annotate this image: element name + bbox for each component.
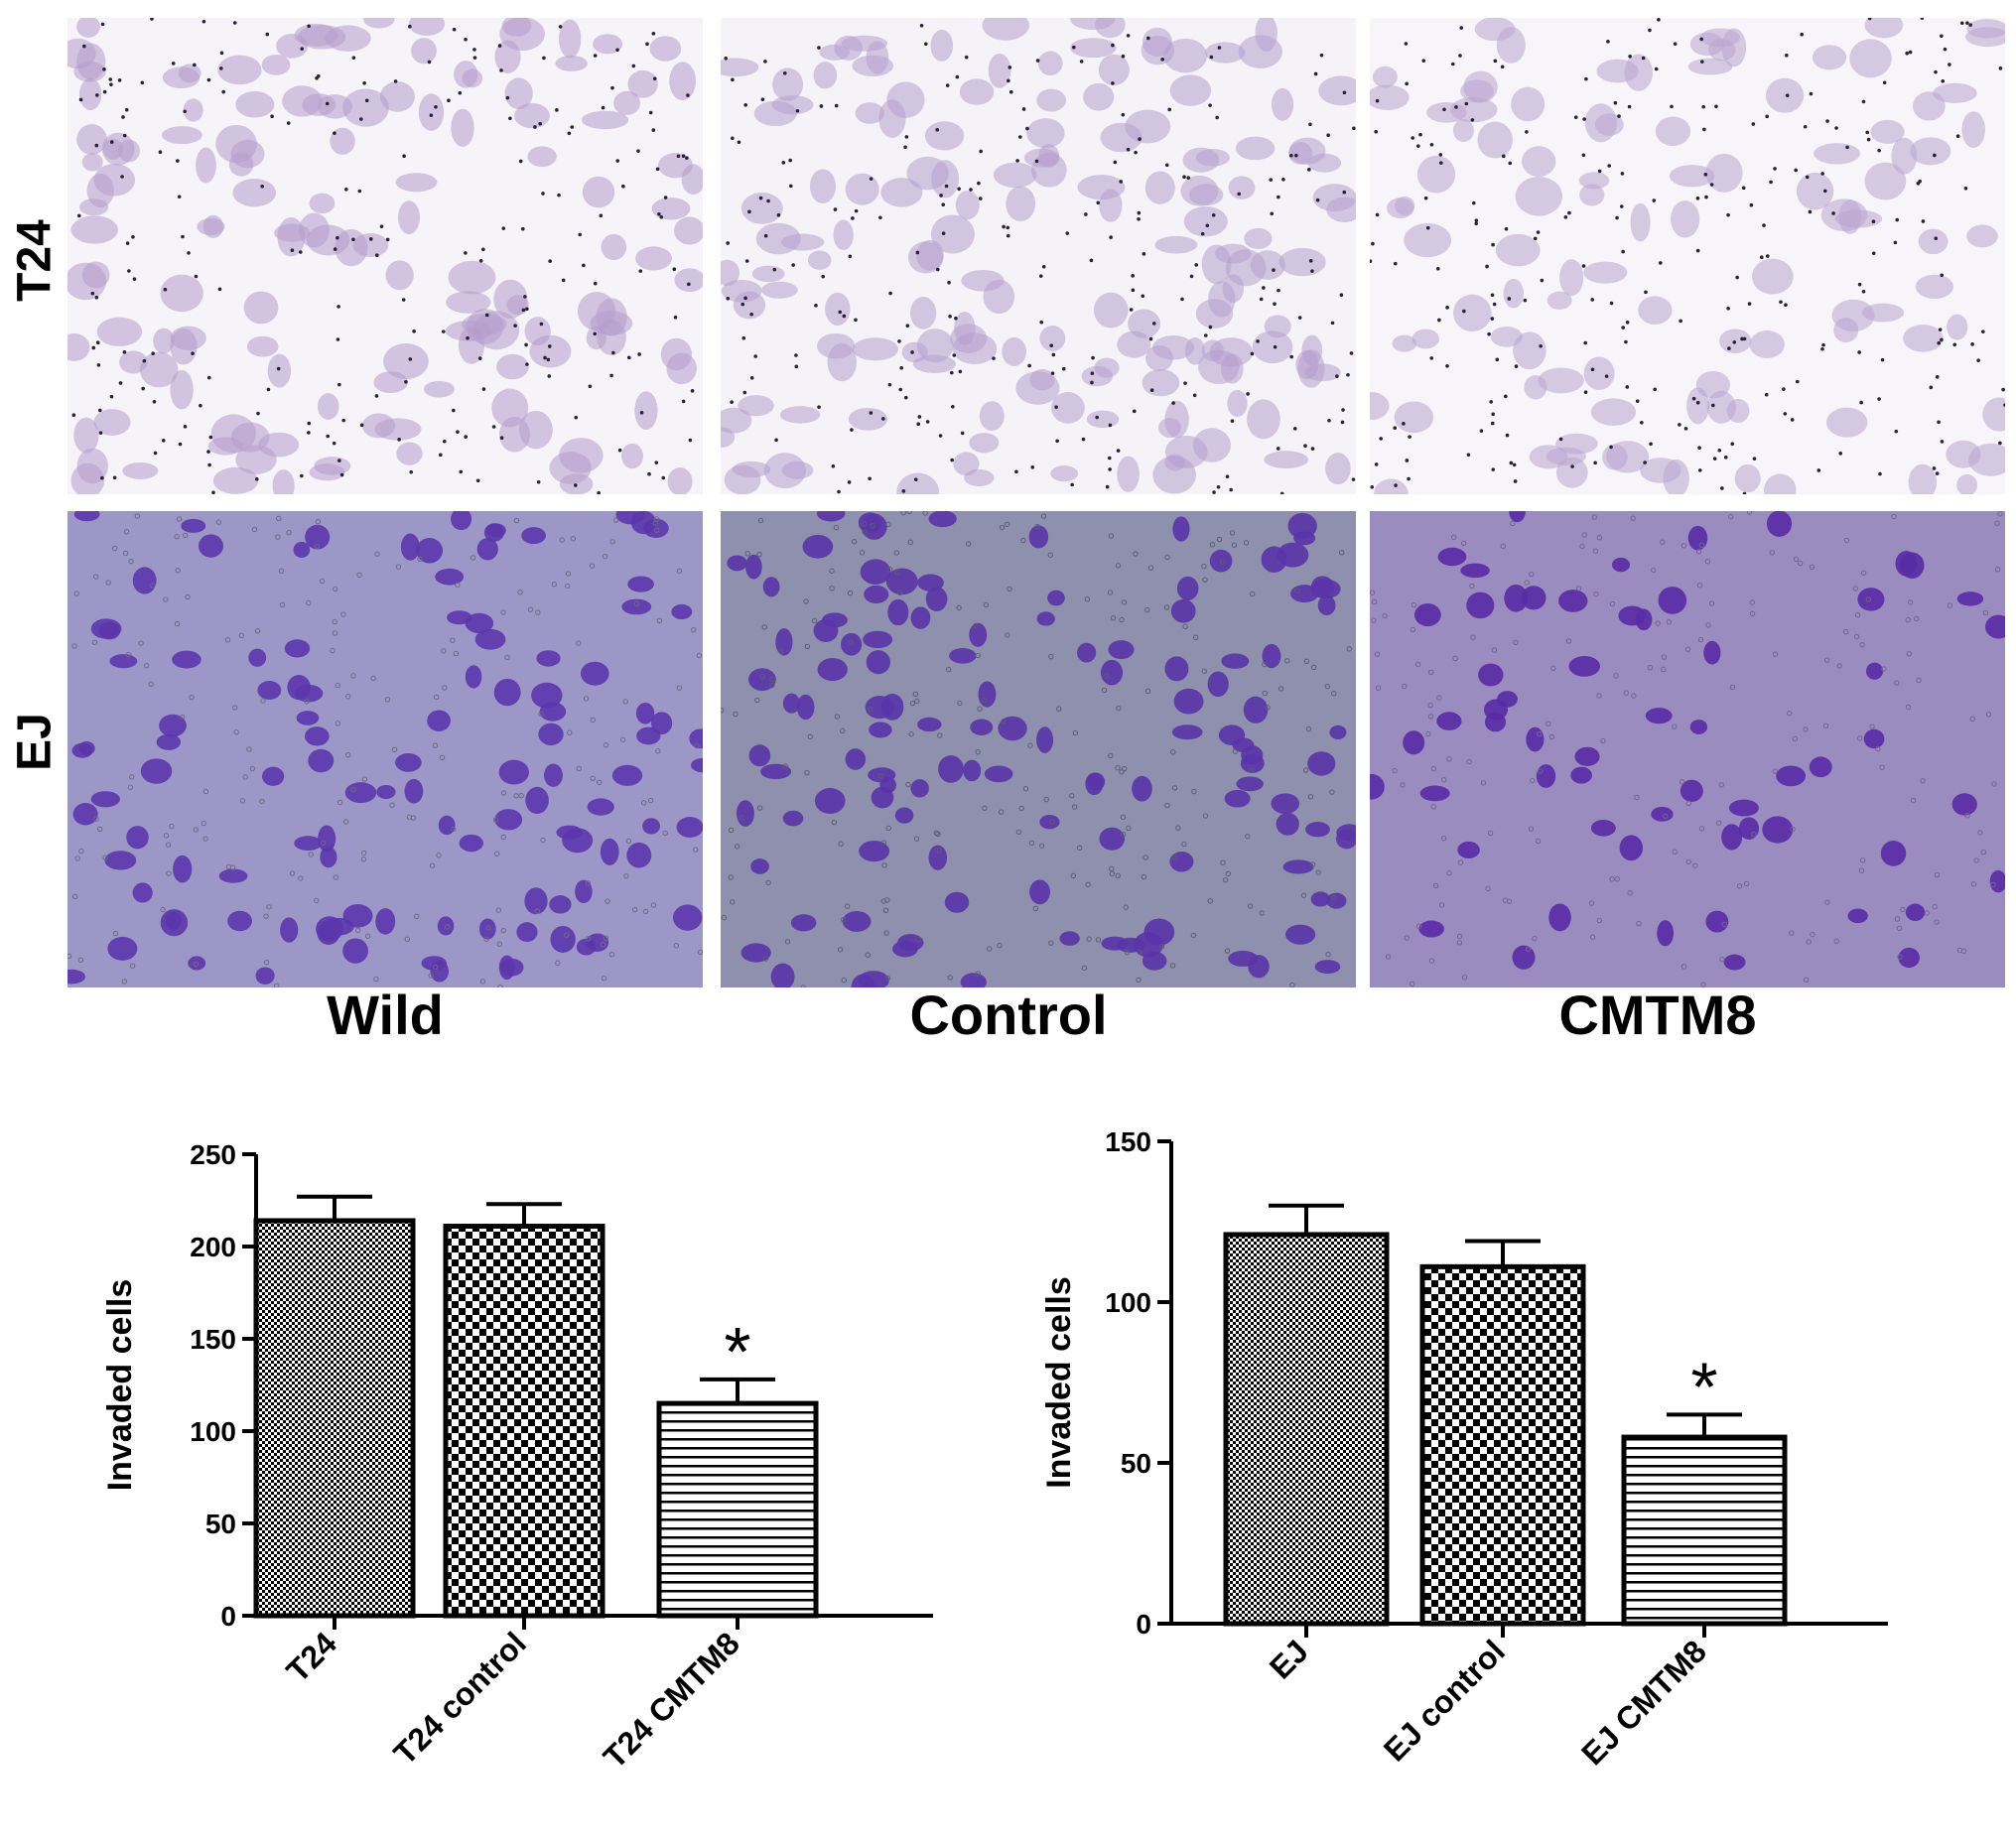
micrograph-ej-cmtm8 (1370, 511, 2005, 987)
micrograph-texture (721, 18, 1356, 494)
y-axis-label: Invaded cells (1040, 1276, 1078, 1489)
bar (1621, 1434, 1788, 1627)
micrograph-texture (67, 511, 703, 987)
micrograph-ej-wild (67, 511, 703, 987)
y-tick-label: 0 (1136, 1609, 1151, 1640)
chart-t24: 0 50 100 150 200 250 Invaded cells T24 T24 contr… (101, 1139, 933, 1776)
y-tick-label: 50 (205, 1509, 236, 1539)
col-label-cmtm8: CMTM8 (1558, 984, 1757, 1046)
bar (656, 1400, 819, 1619)
bar (443, 1224, 605, 1619)
bar (1419, 1263, 1586, 1627)
bar (253, 1218, 416, 1619)
micrograph-texture (1370, 511, 2005, 987)
x-tick-label: T24 (280, 1625, 344, 1689)
bar (1223, 1232, 1390, 1627)
micrograph-t24-control (721, 18, 1356, 494)
significance-marker: * (1690, 1348, 1717, 1425)
micrograph-t24-cmtm8 (1370, 18, 2005, 494)
x-tick-label: T24 CMTM8 (597, 1625, 746, 1775)
chart-ej: 0 50 100 150 Invaded cells EJ EJ control * EJ CM… (1040, 1126, 1888, 1772)
micrograph-t24-wild (67, 18, 703, 494)
col-label-wild: Wild (327, 984, 444, 1046)
significance-marker: * (724, 1313, 750, 1390)
y-axis-label: Invaded cells (101, 1279, 139, 1492)
micrograph-texture (1370, 18, 2005, 494)
y-tick-label: 150 (190, 1324, 236, 1355)
y-tick-label: 0 (220, 1601, 236, 1632)
x-tick-label: EJ (1263, 1633, 1315, 1685)
y-tick-label: 100 (1105, 1287, 1151, 1318)
micrograph-texture (67, 18, 703, 494)
x-tick-label: T24 control (387, 1625, 533, 1771)
y-tick-label: 50 (1121, 1448, 1151, 1479)
x-tick-label: EJ control (1377, 1633, 1512, 1768)
bar-charts: 0 50 100 150 200 250 Invaded cells T24 T24 contr… (101, 1126, 1888, 1776)
col-label-control: Control (909, 984, 1108, 1046)
micrograph-ej-control (721, 511, 1356, 987)
y-tick-label: 100 (190, 1416, 236, 1447)
row-label-ej: EJ (8, 713, 62, 771)
row-label-t24: T24 (8, 219, 62, 302)
micrograph-texture (721, 511, 1356, 987)
y-tick-label: 250 (190, 1139, 236, 1170)
y-tick-label: 200 (190, 1232, 236, 1262)
y-tick-label: 150 (1105, 1126, 1151, 1157)
x-tick-label: EJ CMTM8 (1574, 1633, 1713, 1772)
